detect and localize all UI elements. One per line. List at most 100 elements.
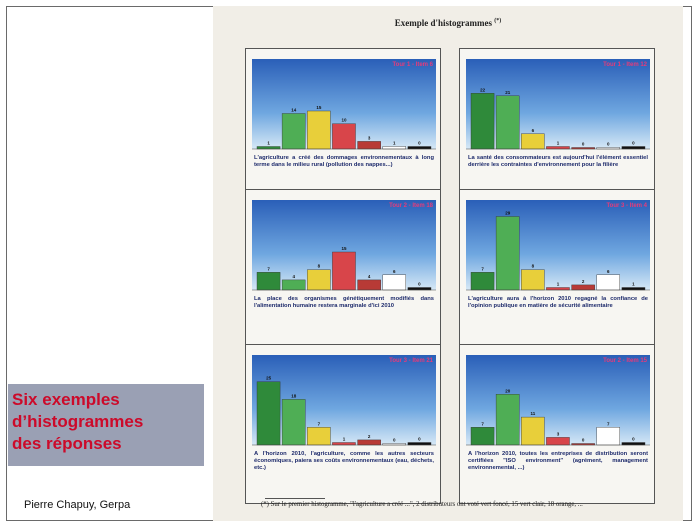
bar-value-label: 0 <box>582 142 585 147</box>
scanned-document: Exemple d'histogrammes (*) Tour 1 - Item… <box>213 6 683 521</box>
histogram-bar <box>332 442 356 446</box>
histogram-bar <box>621 146 646 150</box>
author-credit: Pierre Chapuy, Gerpa <box>24 499 131 511</box>
histogram-bar <box>307 110 331 150</box>
histogram-bar <box>357 439 381 446</box>
histogram-bar <box>382 146 406 150</box>
bar-value-label: 2 <box>582 279 585 284</box>
histogram-bar <box>621 287 646 291</box>
histogram-bar <box>521 133 545 150</box>
histogram-bar <box>281 399 306 446</box>
chart-caption: L'agriculture a créé des dommages enviro… <box>254 155 434 168</box>
histogram-panel-1: Tour 1 - Item 6 1 14 15 10 3 1 0 L'agriculture a… <box>245 48 441 208</box>
bar-value-label: 6 <box>532 128 535 133</box>
bar-value-label: 8 <box>532 264 535 269</box>
bar-value-label: 7 <box>267 266 270 271</box>
histogram-bar <box>596 274 620 291</box>
bar-value-label: 2 <box>368 434 371 439</box>
bar-value-label: 15 <box>316 105 322 110</box>
bar-value-label: 0 <box>607 142 610 147</box>
bar-value-label: 1 <box>343 437 346 442</box>
bar-value-label: 21 <box>505 90 511 95</box>
histogram-bar <box>407 287 432 291</box>
histogram-bar <box>307 427 331 446</box>
histogram-bar <box>470 272 495 291</box>
chart-title: Tour 2 - Item 15 <box>603 358 648 364</box>
chart-caption: La santé des consommateurs est aujourd'h… <box>468 155 648 168</box>
histogram-bar <box>256 381 281 446</box>
chart-caption: L'agriculture aura à l'horizon 2010 rega… <box>468 296 648 309</box>
histogram-svg: Tour 1 - Item 12 22 21 6 1 0 0 0 <box>466 59 650 150</box>
chart-title: Tour 2 - Item 18 <box>389 203 434 209</box>
bar-value-label: 6 <box>393 269 396 274</box>
bar-value-label: 7 <box>318 421 321 426</box>
histogram-bar <box>470 93 495 150</box>
bar-value-label: 0 <box>632 141 635 146</box>
bar-value-label: 0 <box>632 437 635 442</box>
bar-value-label: 3 <box>368 135 371 140</box>
histogram-svg: Tour 2 - Item 15 7 20 11 3 0 7 0 <box>466 355 650 446</box>
bar-value-label: 4 <box>368 274 371 279</box>
bar-value-label: 8 <box>318 264 321 269</box>
histogram-bar <box>546 146 570 150</box>
chart-caption: A l'horizon 2010, l'agriculture, comme l… <box>254 451 434 471</box>
bar-value-label: 29 <box>505 211 511 216</box>
histogram-bar <box>332 251 356 291</box>
bar-value-label: 1 <box>557 282 560 287</box>
bar-value-label: 1 <box>393 141 396 146</box>
histogram-bar <box>596 427 620 446</box>
chart-caption: A l'horizon 2010, toutes les entreprises… <box>468 451 648 471</box>
histogram-bar <box>407 442 432 446</box>
chart-caption: La place des organismes génétiquement mo… <box>254 296 434 309</box>
bar-value-label: 0 <box>418 141 421 146</box>
histogram-bar <box>495 394 520 446</box>
slide-title-line-3: des réponses <box>12 434 122 453</box>
bar-value-label: 0 <box>393 438 396 443</box>
histogram-bar <box>521 269 545 291</box>
histogram-bar <box>546 287 570 291</box>
bar-value-label: 3 <box>557 431 560 436</box>
chart-title: Tour 3 - Item 21 <box>389 358 434 364</box>
bar-value-label: 7 <box>481 421 484 426</box>
histogram-bar <box>332 123 356 150</box>
histogram-bar <box>256 272 281 291</box>
slide-title-line-1: Six exemples <box>12 390 120 409</box>
histogram-bar <box>382 274 406 291</box>
bar-value-label: 25 <box>266 376 272 381</box>
bar-value-label: 20 <box>505 388 511 393</box>
histogram-panel-2: Tour 1 - Item 12 22 21 6 1 0 0 0 La santé des co… <box>459 48 655 208</box>
histogram-bar <box>621 442 646 446</box>
slide-title-box: Six exemples d’histogrammes des réponses <box>8 384 204 466</box>
histogram-panel-5: Tour 3 - Item 21 25 18 7 1 2 0 0 A l'horizon 201… <box>245 344 441 504</box>
histogram-bar <box>495 216 520 291</box>
bar-value-label: 11 <box>531 411 536 416</box>
histogram-panel-3: Tour 2 - Item 18 7 4 8 15 4 6 0 La place des org… <box>245 189 441 349</box>
bar-value-label: 1 <box>632 282 635 287</box>
bar-value-label: 10 <box>341 118 347 123</box>
histogram-panel-6: Tour 2 - Item 15 7 20 11 3 0 7 0 A l'horizon 201… <box>459 344 655 504</box>
histogram-svg: Tour 2 - Item 18 7 4 8 15 4 6 0 <box>252 200 436 291</box>
histogram-panel-4: Tour 3 - Item 4 7 29 8 1 2 6 1 L'agriculture aur… <box>459 189 655 349</box>
histogram-bar <box>256 146 281 150</box>
bar-value-label: 1 <box>557 141 560 146</box>
histogram-bar <box>407 146 432 150</box>
bar-value-label: 18 <box>291 393 297 398</box>
bar-value-label: 4 <box>292 274 295 279</box>
histogram-bar <box>521 416 545 446</box>
bar-value-label: 22 <box>480 87 486 92</box>
chart-title: Tour 1 - Item 6 <box>392 62 433 68</box>
histogram-bar <box>470 427 495 446</box>
bar-value-label: 7 <box>607 421 610 426</box>
histogram-bar <box>357 141 381 150</box>
bar-value-label: 0 <box>418 437 421 442</box>
bar-value-label: 0 <box>418 282 421 287</box>
bar-value-label: 15 <box>341 246 347 251</box>
slide-title-line-2: d’histogrammes <box>12 412 144 431</box>
histogram-svg: Tour 3 - Item 4 7 29 8 1 2 6 1 <box>466 200 650 291</box>
chart-title: Tour 1 - Item 12 <box>603 62 648 68</box>
bar-value-label: 0 <box>582 438 585 443</box>
bar-value-label: 6 <box>607 269 610 274</box>
histogram-bar <box>495 95 520 150</box>
footnote: (*) Sur le premier histogramme, "l'agric… <box>261 501 583 508</box>
